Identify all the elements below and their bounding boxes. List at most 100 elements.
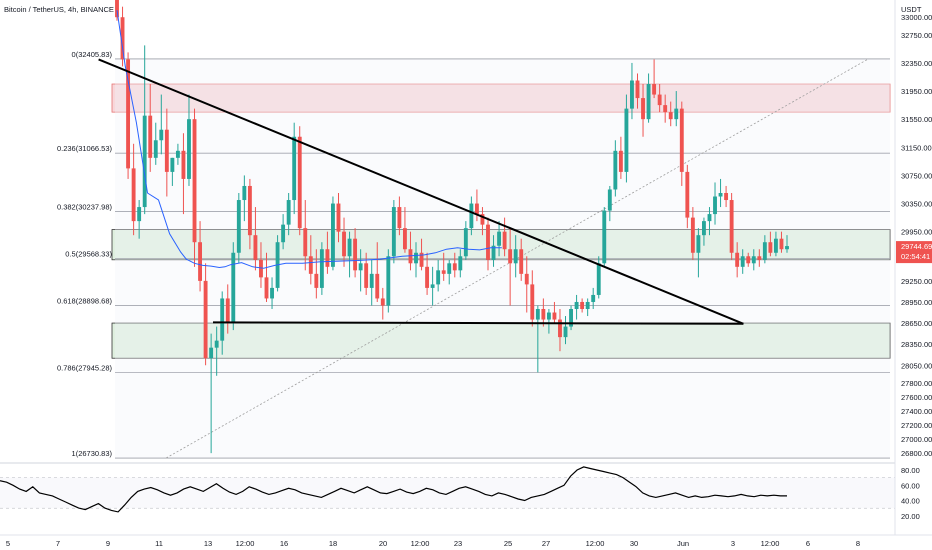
candle-body: [369, 273, 374, 288]
candle-body: [247, 185, 252, 236]
candle-body: [386, 256, 391, 306]
price-tick-label: 27000.00: [901, 435, 932, 444]
price-tick-label: 31550.00: [901, 115, 932, 124]
candle-body: [591, 294, 596, 302]
candle-body: [447, 263, 452, 274]
candle-body: [297, 136, 302, 229]
price-tick-label: 28050.00: [901, 361, 932, 370]
candle-body: [530, 284, 535, 320]
candle-body: [148, 115, 153, 158]
candle-body: [546, 312, 551, 320]
candle-body: [137, 207, 142, 222]
candle-body: [175, 150, 180, 158]
rsi-pane: 80.00 60.00 40.00 20.00: [0, 466, 920, 521]
candle-body: [292, 136, 297, 201]
time-tick-label: 3: [731, 539, 735, 548]
price-tick-label: 27400.00: [901, 407, 932, 416]
candle-body: [225, 298, 230, 324]
price-tick-label: 30750.00: [901, 171, 932, 180]
candle-body: [397, 207, 402, 229]
candle-body: [353, 238, 358, 271]
candle-body: [563, 326, 568, 338]
fib-label: 1(26730.83): [72, 449, 113, 458]
candle-body: [436, 270, 441, 285]
candle-body: [402, 228, 407, 250]
rsi-band-fill: [0, 477, 895, 509]
price-tick-label: 28650.00: [901, 319, 932, 328]
candle-body: [718, 192, 723, 197]
candle-body: [181, 150, 186, 179]
candle-body: [679, 108, 684, 172]
candle-body: [347, 238, 352, 257]
candle-body: [607, 189, 612, 211]
candle-body: [281, 224, 286, 243]
candle-body: [497, 231, 502, 246]
time-tick-label: 12:00: [411, 539, 430, 548]
price-tick-label: 28350.00: [901, 340, 932, 349]
fib-label: 0.236(31066.53): [57, 144, 113, 153]
time-tick-label: 20: [379, 539, 387, 548]
fib-label: 0.786(27945.28): [57, 364, 113, 373]
candle-body: [126, 59, 131, 169]
time-tick-label: 5: [6, 539, 10, 548]
fib-band: [115, 59, 890, 458]
candle-body: [674, 108, 679, 120]
candle-body: [375, 273, 380, 299]
candle-body: [115, 0, 119, 18]
time-axis[interactable]: 5 7 9 11 13 12:00 16 18 20 12:00 23 25 27 12:00 30 Jun 3…: [6, 539, 860, 548]
price-tick-label: 27800.00: [901, 379, 932, 388]
candle-body: [231, 252, 236, 324]
candle-body: [303, 228, 308, 257]
fibonacci-layer: 0(32405.83) 0.236(31066.53) 0.382(30237.98…: [57, 50, 890, 459]
fib-label: 0.5(29568.33): [65, 250, 112, 259]
rsi-line: [0, 466, 787, 513]
candle-body: [236, 200, 241, 253]
candle-body: [364, 263, 369, 288]
price-tick-label: 30350.00: [901, 200, 932, 209]
time-tick-label: 9: [106, 539, 110, 548]
price-tick-label: 28950.00: [901, 298, 932, 307]
candle-body: [264, 277, 269, 299]
time-tick-label: 12:00: [586, 539, 605, 548]
support-trendline: [212, 321, 744, 325]
candle-body: [358, 263, 363, 271]
candle-body: [724, 192, 729, 201]
candle-body: [652, 84, 657, 95]
candle-body: [569, 309, 573, 327]
candle-body: [707, 214, 712, 222]
candle-body: [452, 263, 457, 271]
candle-body: [486, 224, 490, 260]
rsi-tick-label: 20.00: [901, 512, 920, 521]
time-tick-label: 13: [204, 539, 212, 548]
candle-body: [458, 256, 463, 271]
candle-body: [391, 207, 396, 257]
candle-body: [331, 203, 335, 267]
price-tick-label: 27200.00: [901, 421, 932, 430]
candle-body: [585, 301, 590, 310]
candle-body: [757, 256, 762, 260]
candle-countdown: 02:54:41: [901, 252, 930, 261]
candle-body: [159, 129, 164, 141]
time-tick-label: 12:00: [236, 539, 255, 548]
candle-body: [170, 157, 175, 172]
candle-body: [242, 185, 247, 201]
candle-body: [308, 256, 313, 274]
candle-body: [220, 298, 225, 341]
time-tick-label: 7: [56, 539, 60, 548]
candle-body: [574, 301, 579, 310]
candle-body: [746, 256, 751, 264]
candle-body: [380, 298, 385, 306]
price-tick-label: 31150.00: [901, 143, 932, 152]
time-tick-label: 8: [856, 539, 860, 548]
fib-label: 0.382(30237.98): [57, 202, 113, 211]
time-tick-label: 12:00: [761, 539, 780, 548]
fib-label: 0(32405.83): [72, 50, 113, 59]
candle-body: [668, 112, 673, 120]
candle-body: [153, 140, 158, 158]
candle-body: [314, 273, 319, 288]
candle-body: [192, 119, 197, 243]
candle-body: [519, 249, 524, 274]
candle-body: [552, 312, 557, 320]
candle-body: [713, 196, 717, 215]
